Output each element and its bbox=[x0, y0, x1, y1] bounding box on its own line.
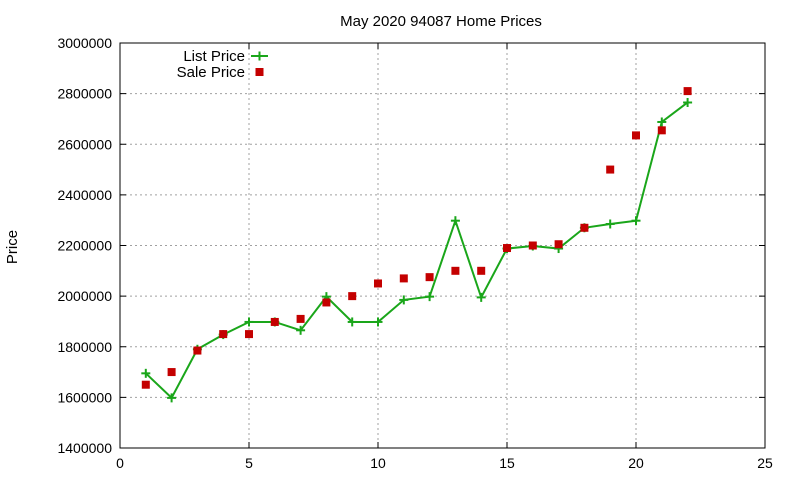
list-price-point bbox=[373, 317, 383, 327]
sale-price-point bbox=[477, 266, 486, 275]
sale-price-point bbox=[374, 279, 382, 288]
y-tick-label: 2200000 bbox=[57, 238, 112, 254]
sale-price-point bbox=[451, 266, 460, 275]
sale-price-point bbox=[399, 274, 408, 283]
sale-price-point bbox=[580, 223, 589, 232]
sale-price-point bbox=[528, 241, 537, 250]
x-tick-label: 0 bbox=[116, 455, 124, 471]
legend-label: Sale Price bbox=[177, 64, 245, 81]
list-price-point bbox=[167, 393, 177, 403]
y-tick-label: 1600000 bbox=[57, 389, 112, 405]
list-price-point bbox=[141, 368, 151, 378]
grid bbox=[120, 43, 765, 448]
x-tick-label: 20 bbox=[628, 455, 644, 471]
y-tick-label: 3000000 bbox=[57, 35, 112, 51]
list-price-point bbox=[347, 317, 357, 327]
sale-price-point bbox=[270, 317, 279, 326]
list-price-point bbox=[605, 219, 615, 229]
list-price-point bbox=[657, 117, 667, 127]
sale-price-point bbox=[141, 380, 150, 389]
sale-price-point bbox=[503, 244, 511, 253]
sale-price-point bbox=[683, 87, 692, 96]
list-price-point bbox=[425, 292, 435, 302]
y-axis-label: Price bbox=[4, 230, 21, 264]
series bbox=[141, 87, 693, 403]
x-tick-label: 10 bbox=[370, 455, 386, 471]
chart-title: May 2020 94087 Home Prices bbox=[340, 13, 542, 30]
axes: 0 5 10 15 20 25 1400000 1600000 1800000 2000000 22… bbox=[57, 35, 773, 471]
sale-price-point bbox=[322, 298, 331, 307]
sale-price-point bbox=[193, 346, 202, 355]
list-price-point bbox=[244, 317, 254, 327]
x-tick-label: 5 bbox=[245, 455, 253, 471]
list-price-line bbox=[145, 101, 689, 400]
x-tick-label: 15 bbox=[499, 455, 515, 471]
sale-price-point bbox=[296, 314, 305, 323]
list-price-point bbox=[476, 292, 486, 302]
y-tick-label: 1800000 bbox=[57, 339, 112, 355]
y-tick-label: 1400000 bbox=[57, 440, 112, 456]
list-price-point bbox=[631, 216, 641, 226]
y-tick-label: 2600000 bbox=[57, 136, 112, 152]
legend-marker bbox=[255, 68, 264, 76]
list-price-point bbox=[450, 216, 460, 226]
legend-marker bbox=[255, 51, 264, 61]
list-price-point bbox=[296, 325, 306, 335]
sale-price-point bbox=[554, 240, 563, 249]
legend-label: List Price bbox=[183, 48, 245, 65]
y-tick-label: 2800000 bbox=[57, 86, 112, 102]
sale-price-point bbox=[348, 292, 357, 301]
sale-price-point bbox=[632, 131, 640, 140]
list-price-point bbox=[683, 97, 693, 107]
sale-price-point bbox=[657, 126, 666, 135]
sale-price-point bbox=[245, 330, 253, 339]
sale-price-point bbox=[167, 368, 176, 377]
x-tick-label: 25 bbox=[757, 455, 773, 471]
list-price-point bbox=[399, 295, 409, 305]
sale-price-point bbox=[219, 330, 228, 339]
sale-price-point bbox=[425, 273, 434, 282]
sale-price-point bbox=[606, 165, 615, 174]
y-tick-label: 2400000 bbox=[57, 187, 112, 203]
y-tick-label: 2000000 bbox=[57, 288, 112, 304]
